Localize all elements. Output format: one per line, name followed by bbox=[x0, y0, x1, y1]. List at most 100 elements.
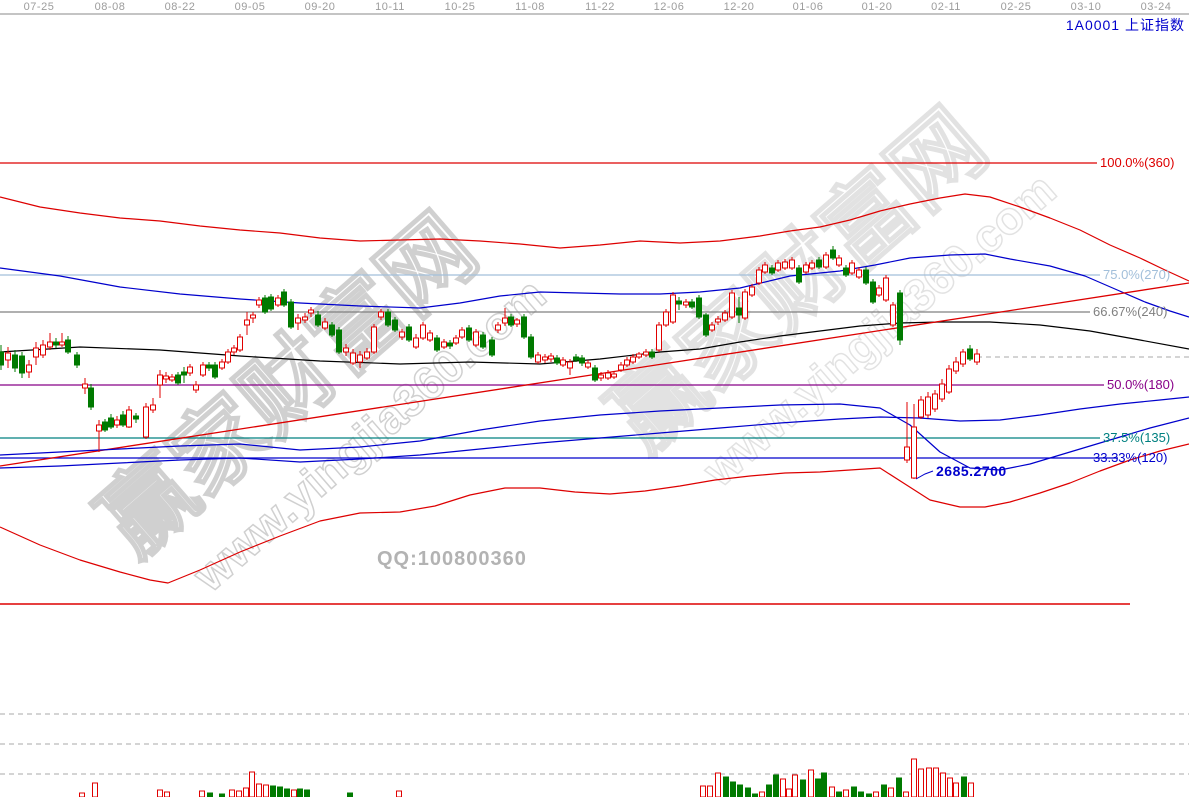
volume-bar bbox=[918, 768, 924, 797]
candle-body bbox=[592, 367, 598, 381]
candle-body bbox=[322, 321, 328, 329]
candle-body bbox=[816, 259, 822, 268]
candle-body bbox=[624, 359, 630, 366]
volume-bar bbox=[229, 789, 235, 797]
volume-bar bbox=[243, 787, 249, 797]
candle-body bbox=[480, 334, 486, 348]
candle-body bbox=[74, 354, 80, 366]
candle-body bbox=[5, 352, 11, 361]
candle-body bbox=[863, 269, 869, 284]
candle-body bbox=[281, 291, 287, 306]
volume-bar bbox=[961, 776, 967, 797]
volume-bar bbox=[773, 774, 779, 797]
candle-body bbox=[193, 384, 199, 391]
candle-body bbox=[514, 319, 520, 325]
candle-body bbox=[670, 294, 676, 323]
candle-body bbox=[288, 301, 294, 328]
candle-body bbox=[427, 332, 433, 341]
candle-body bbox=[696, 297, 702, 318]
candle-body bbox=[268, 296, 274, 310]
candle-body bbox=[967, 348, 973, 360]
candle-body bbox=[876, 287, 882, 296]
volume-bar bbox=[297, 788, 303, 797]
volume-bar bbox=[780, 778, 786, 797]
candle-body bbox=[459, 329, 465, 338]
candle-body bbox=[756, 269, 762, 284]
candle-body bbox=[187, 366, 193, 374]
candle-body bbox=[420, 324, 426, 339]
candle-body bbox=[904, 446, 910, 461]
candle-body bbox=[336, 329, 342, 353]
candle-body bbox=[378, 311, 384, 318]
candle-body bbox=[434, 337, 440, 351]
candle-body bbox=[315, 314, 321, 326]
candle-body bbox=[611, 373, 617, 378]
last-price-pointer bbox=[915, 470, 934, 480]
candle-body bbox=[974, 353, 980, 363]
volume-bar bbox=[396, 790, 402, 797]
candle-body bbox=[809, 262, 815, 269]
candle-body bbox=[12, 354, 18, 369]
candle-body bbox=[749, 286, 755, 296]
candle-body bbox=[59, 341, 65, 346]
volume-bar bbox=[164, 791, 170, 797]
candle-body bbox=[441, 341, 447, 348]
candle-body bbox=[108, 417, 114, 428]
candle-body bbox=[371, 326, 377, 353]
candle-body bbox=[803, 264, 809, 273]
candle-body bbox=[399, 331, 405, 338]
candle-body bbox=[663, 311, 669, 326]
candle-body bbox=[775, 262, 781, 271]
candle-body bbox=[585, 362, 591, 368]
volume-bar bbox=[940, 772, 946, 797]
candle-body bbox=[262, 297, 268, 313]
candle-body bbox=[88, 387, 94, 408]
candle-body bbox=[769, 267, 775, 274]
volume-bar bbox=[700, 785, 706, 797]
curve-lower-band-red bbox=[0, 443, 1189, 584]
volume-bar bbox=[808, 769, 814, 797]
candle-body bbox=[579, 357, 585, 364]
volume-bar bbox=[843, 789, 849, 797]
volume-bar bbox=[911, 758, 917, 797]
candle-body bbox=[343, 347, 349, 353]
candle-body bbox=[703, 314, 709, 336]
candle-body bbox=[560, 359, 566, 366]
candle-body bbox=[939, 383, 945, 400]
volume-bar bbox=[792, 774, 798, 797]
volume-bar bbox=[800, 779, 806, 797]
candle-body bbox=[120, 414, 126, 426]
candle-body bbox=[237, 336, 243, 351]
candle-body bbox=[823, 254, 829, 268]
volume-bar bbox=[723, 776, 729, 797]
candle-body bbox=[742, 291, 748, 319]
candle-body bbox=[870, 281, 876, 303]
candle-body bbox=[630, 356, 636, 363]
candle-body bbox=[656, 324, 662, 351]
candle-body bbox=[406, 326, 412, 341]
candle-body bbox=[143, 406, 149, 438]
volume-bar bbox=[270, 785, 276, 797]
candle-body bbox=[856, 269, 862, 278]
volume-bar bbox=[888, 787, 894, 797]
volume-bar bbox=[207, 792, 213, 797]
candle-body bbox=[932, 393, 938, 410]
candle-body bbox=[925, 396, 931, 416]
candle-body bbox=[126, 409, 132, 428]
volume-bar bbox=[249, 771, 255, 797]
volume-bar bbox=[291, 789, 297, 797]
volume-bar bbox=[968, 782, 974, 797]
candle-body bbox=[364, 351, 370, 359]
candle-body bbox=[883, 277, 889, 301]
candle-body bbox=[0, 351, 4, 366]
candle-body bbox=[19, 355, 25, 374]
candle-body bbox=[302, 316, 308, 321]
candle-body bbox=[175, 374, 181, 384]
candle-body bbox=[709, 324, 715, 331]
candle-body bbox=[133, 415, 139, 420]
candle-body bbox=[447, 342, 453, 347]
volume-bar bbox=[157, 789, 163, 797]
volume-bar bbox=[737, 784, 743, 797]
